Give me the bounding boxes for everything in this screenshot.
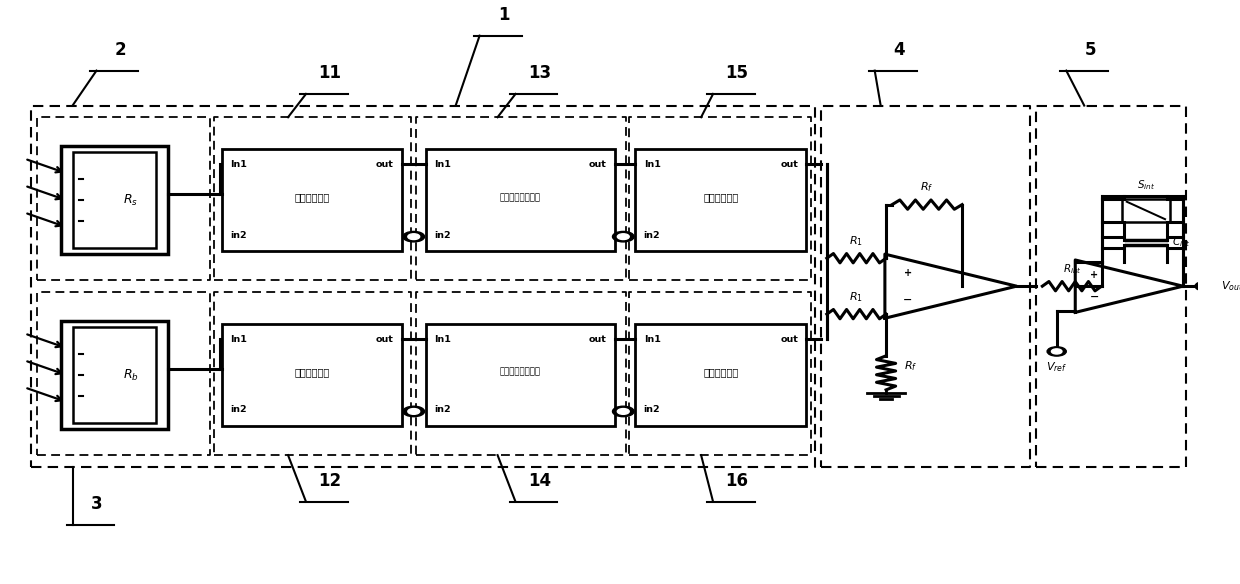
Text: $V_{ref}$: $V_{ref}$ (1047, 360, 1068, 374)
Bar (425, 324, 615, 426)
Circle shape (618, 409, 629, 414)
Text: 5: 5 (1085, 41, 1096, 59)
Text: 1: 1 (497, 6, 510, 24)
Text: In1: In1 (231, 160, 248, 169)
Text: 15: 15 (725, 64, 749, 82)
Circle shape (403, 406, 424, 416)
Text: 第二反比电路: 第二反比电路 (703, 367, 739, 377)
Circle shape (1199, 284, 1210, 288)
Text: out: out (376, 160, 393, 169)
Text: out: out (376, 335, 393, 343)
Bar (222, 324, 402, 426)
Text: 第一对数减法电路: 第一对数减法电路 (500, 193, 541, 202)
Text: in2: in2 (434, 231, 450, 239)
Bar (61, 147, 169, 254)
Bar (222, 150, 402, 251)
Text: in2: in2 (644, 231, 660, 239)
Text: $S_{int}$: $S_{int}$ (1137, 178, 1154, 192)
Circle shape (1052, 349, 1061, 354)
Text: in2: in2 (434, 405, 450, 415)
Text: In1: In1 (434, 335, 451, 343)
Circle shape (408, 234, 419, 239)
Text: 3: 3 (91, 495, 102, 513)
Text: in2: in2 (231, 231, 247, 239)
Bar (425, 150, 615, 251)
Text: 第二探测电路: 第二探测电路 (294, 367, 330, 377)
Text: +: + (1090, 270, 1099, 280)
Bar (72, 327, 156, 423)
Circle shape (613, 406, 634, 416)
Circle shape (408, 409, 419, 414)
Text: 4: 4 (893, 41, 904, 59)
Text: $R_{int}$: $R_{int}$ (1063, 262, 1081, 276)
Text: In1: In1 (644, 160, 661, 169)
Text: $R_1$: $R_1$ (849, 290, 863, 304)
Text: $R_f$: $R_f$ (920, 180, 934, 194)
Circle shape (618, 234, 629, 239)
Bar (1122, 199, 1169, 221)
Text: 第一探测电路: 第一探测电路 (294, 192, 330, 202)
Text: 第二对数减法电路: 第二对数减法电路 (500, 367, 541, 377)
Circle shape (1047, 347, 1066, 356)
Text: $C_{int}$: $C_{int}$ (1172, 235, 1192, 249)
Bar (635, 324, 806, 426)
Text: in2: in2 (231, 405, 247, 415)
Text: In1: In1 (434, 160, 451, 169)
Bar (72, 152, 156, 248)
Text: 11: 11 (319, 64, 341, 82)
Text: $R_1$: $R_1$ (849, 234, 863, 248)
Text: 2: 2 (114, 41, 126, 59)
Bar (635, 150, 806, 251)
Text: −: − (1090, 292, 1099, 302)
Text: 13: 13 (528, 64, 551, 82)
Text: −: − (903, 295, 913, 305)
Text: In1: In1 (231, 335, 248, 343)
Text: in2: in2 (644, 405, 660, 415)
Text: out: out (589, 335, 606, 343)
Text: out: out (589, 160, 606, 169)
Bar (61, 321, 169, 429)
Text: $R_f$: $R_f$ (904, 360, 918, 374)
Text: +: + (904, 267, 911, 278)
Circle shape (1195, 281, 1214, 291)
Text: out: out (780, 160, 799, 169)
Text: out: out (780, 335, 799, 343)
Text: $R_b$: $R_b$ (123, 367, 139, 383)
Circle shape (403, 231, 424, 242)
Text: 12: 12 (319, 472, 341, 490)
Text: In1: In1 (644, 335, 661, 343)
Circle shape (613, 231, 634, 242)
Text: $R_s$: $R_s$ (123, 193, 138, 208)
Text: 14: 14 (528, 472, 551, 490)
Text: $V_{out}$: $V_{out}$ (1221, 279, 1240, 293)
Text: 第一反比电路: 第一反比电路 (703, 192, 739, 202)
Text: 16: 16 (725, 472, 749, 490)
